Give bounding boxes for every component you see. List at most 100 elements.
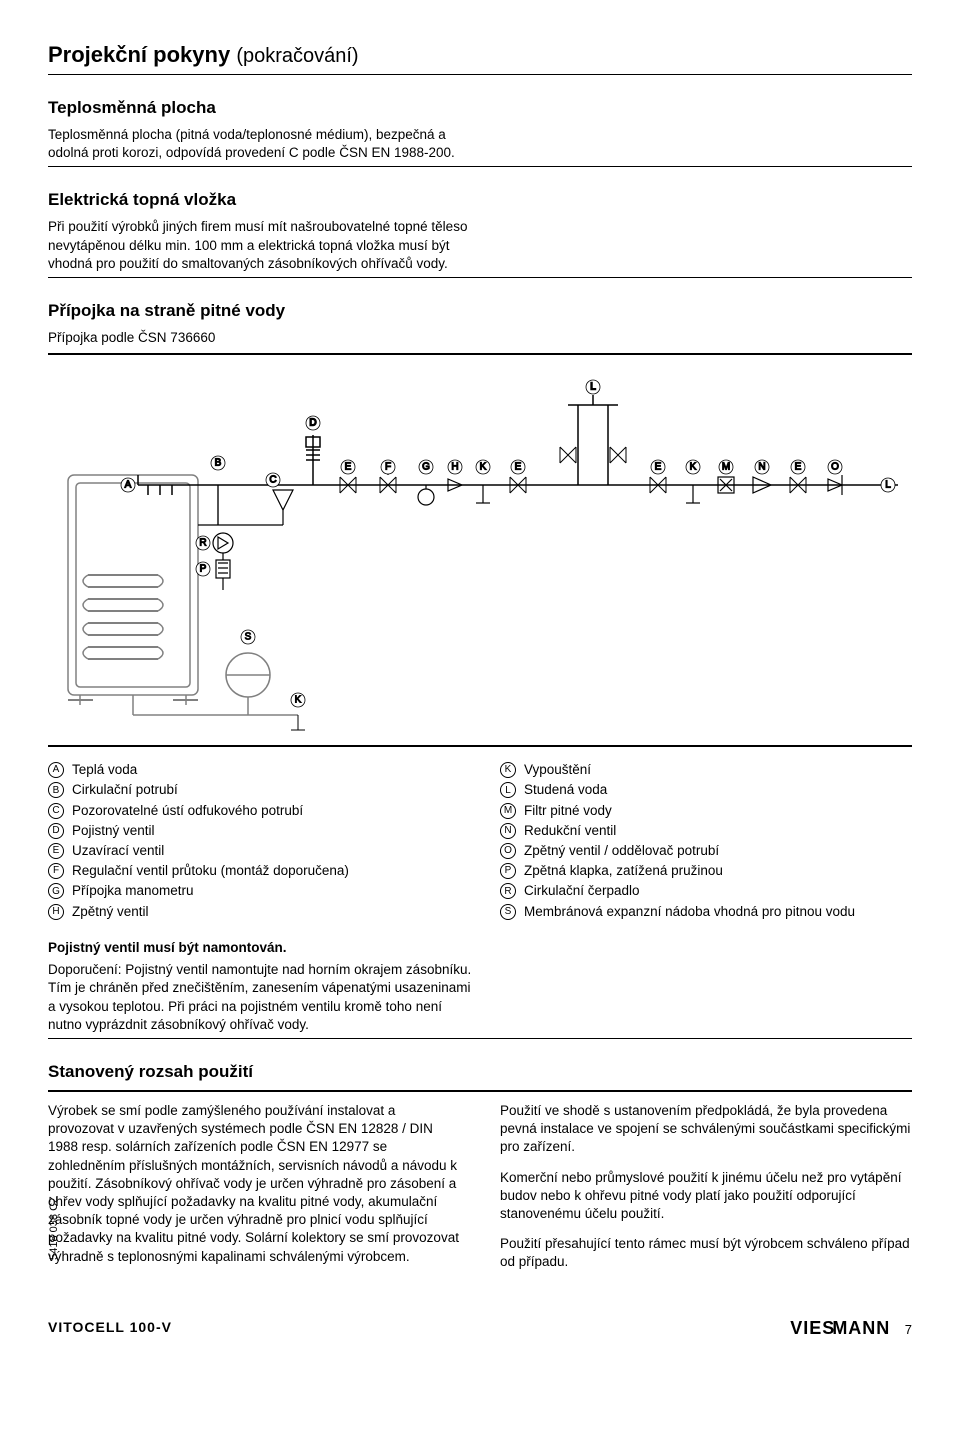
page-title: Projekční pokyny (pokračování)	[48, 40, 912, 70]
section-heading: Teplosměnná plocha	[48, 97, 912, 120]
diagram-label: F	[385, 462, 391, 473]
diagram-label: P	[200, 564, 207, 575]
legend-item: G Přípojka manometru	[48, 882, 460, 900]
legend-item: S Membránová expanzní nádoba vhodná pro p…	[500, 903, 912, 921]
body-text: Přípojka podle ČSN 736660	[48, 329, 912, 347]
legend-text: Pozorovatelné ústí odfukového potrubí	[72, 802, 303, 820]
legend-text: Vypouštění	[524, 761, 591, 779]
legend-key: K	[500, 762, 516, 778]
footer: VITOCELL 100-V VIESMANN 7	[48, 1316, 912, 1340]
diagram-label: H	[451, 462, 458, 473]
diagram-label: A	[125, 480, 132, 491]
diagram-label: E	[345, 462, 352, 473]
legend-key: L	[500, 782, 516, 798]
legend-key: M	[500, 803, 516, 819]
legend-item: R Cirkulační čerpadlo	[500, 882, 912, 900]
legend-item: C Pozorovatelné ústí odfukového potrubí	[48, 802, 460, 820]
diagram-label: R	[199, 538, 206, 549]
legend-text: Přípojka manometru	[72, 882, 194, 900]
title-main: Projekční pokyny	[48, 42, 230, 67]
legend-item: N Redukční ventil	[500, 822, 912, 840]
piping-diagram: D L B A C	[48, 375, 912, 735]
page-number: 7	[905, 1322, 912, 1337]
legend-item: B Cirkulační potrubí	[48, 781, 460, 799]
legend-key: F	[48, 863, 64, 879]
legend-key: B	[48, 782, 64, 798]
rule	[48, 166, 912, 167]
legend-text: Zpětný ventil	[72, 903, 149, 921]
diagram-label: K	[690, 462, 697, 473]
legend-key: D	[48, 823, 64, 839]
legend-key: P	[500, 863, 516, 879]
legend-item: K Vypouštění	[500, 761, 912, 779]
diagram-label: B	[215, 458, 222, 469]
diagram-label: S	[245, 632, 252, 643]
diagram-label: G	[422, 462, 430, 473]
legend-key: H	[48, 904, 64, 920]
legend-key: O	[500, 843, 516, 859]
diagram-label: N	[758, 462, 765, 473]
diagram-label: E	[515, 462, 522, 473]
body-text: Použití přesahující tento rámec musí být…	[500, 1235, 912, 1271]
body-text: Doporučení: Pojistný ventil namontujte n…	[48, 961, 478, 1034]
body-text: Výrobek se smí podle zamýšleného používá…	[48, 1102, 460, 1266]
diagram-label: C	[269, 475, 276, 486]
diagram-label: K	[295, 695, 302, 706]
legend-text: Pojistný ventil	[72, 822, 155, 840]
legend-key: E	[48, 843, 64, 859]
body-text: Komerční nebo průmyslové použití k jiném…	[500, 1169, 912, 1224]
body-text: Při použití výrobků jiných firem musí mí…	[48, 218, 478, 273]
section-heading: Elektrická topná vložka	[48, 189, 912, 212]
rule	[48, 1038, 912, 1039]
rule	[48, 74, 912, 75]
doc-code: 5418 038 CZ	[47, 1196, 62, 1260]
body-text: Použití ve shodě s ustanovením předpoklá…	[500, 1102, 912, 1157]
legend-key: C	[48, 803, 64, 819]
diagram-label: L	[590, 382, 596, 393]
legend-item: D Pojistný ventil	[48, 822, 460, 840]
legend-key: A	[48, 762, 64, 778]
rule	[48, 1090, 912, 1092]
legend-key: G	[48, 883, 64, 899]
rule	[48, 277, 912, 278]
legend-item: O Zpětný ventil / oddělovač potrubí	[500, 842, 912, 860]
brand-logo: VIESMANN	[790, 1318, 890, 1338]
legend-text: Zpětný ventil / oddělovač potrubí	[524, 842, 719, 860]
diagram-label: D	[309, 418, 316, 429]
legend: A Teplá voda B Cirkulační potrubí C Pozorovat…	[48, 761, 912, 923]
legend-item: M Filtr pitné vody	[500, 802, 912, 820]
title-cont: (pokračování)	[236, 45, 358, 67]
legend-item: E Uzavírací ventil	[48, 842, 460, 860]
legend-item: F Regulační ventil průtoku (montáž doporu…	[48, 862, 460, 880]
diagram-label: M	[722, 462, 730, 473]
legend-item: A Teplá voda	[48, 761, 460, 779]
legend-text: Studená voda	[524, 781, 607, 799]
section-heading: Přípojka na straně pitné vody	[48, 300, 912, 323]
legend-text: Zpětná klapka, zatížená pružinou	[524, 862, 723, 880]
legend-key: N	[500, 823, 516, 839]
rule	[48, 745, 912, 747]
legend-key: R	[500, 883, 516, 899]
legend-text: Filtr pitné vody	[524, 802, 612, 820]
diagram-label: L	[885, 480, 891, 491]
legend-text: Redukční ventil	[524, 822, 616, 840]
legend-text: Teplá voda	[72, 761, 137, 779]
legend-item: L Studená voda	[500, 781, 912, 799]
diagram-label: K	[480, 462, 487, 473]
section-heading: Stanovený rozsah použití	[48, 1061, 912, 1084]
subsection-heading: Pojistný ventil musí být namontován.	[48, 939, 912, 957]
diagram-label: E	[795, 462, 802, 473]
legend-item: P Zpětná klapka, zatížená pružinou	[500, 862, 912, 880]
body-text: Teplosměnná plocha (pitná voda/teplonosn…	[48, 126, 478, 162]
diagram-label: O	[831, 462, 839, 473]
rule	[48, 353, 912, 355]
diagram-label: E	[655, 462, 662, 473]
legend-text: Uzavírací ventil	[72, 842, 164, 860]
legend-text: Regulační ventil průtoku (montáž doporuč…	[72, 862, 349, 880]
legend-text: Cirkulační čerpadlo	[524, 882, 640, 900]
product-name: VITOCELL 100-V	[48, 1318, 172, 1337]
legend-key: S	[500, 904, 516, 920]
legend-item: H Zpětný ventil	[48, 903, 460, 921]
legend-text: Cirkulační potrubí	[72, 781, 178, 799]
legend-text: Membránová expanzní nádoba vhodná pro pi…	[524, 903, 855, 921]
